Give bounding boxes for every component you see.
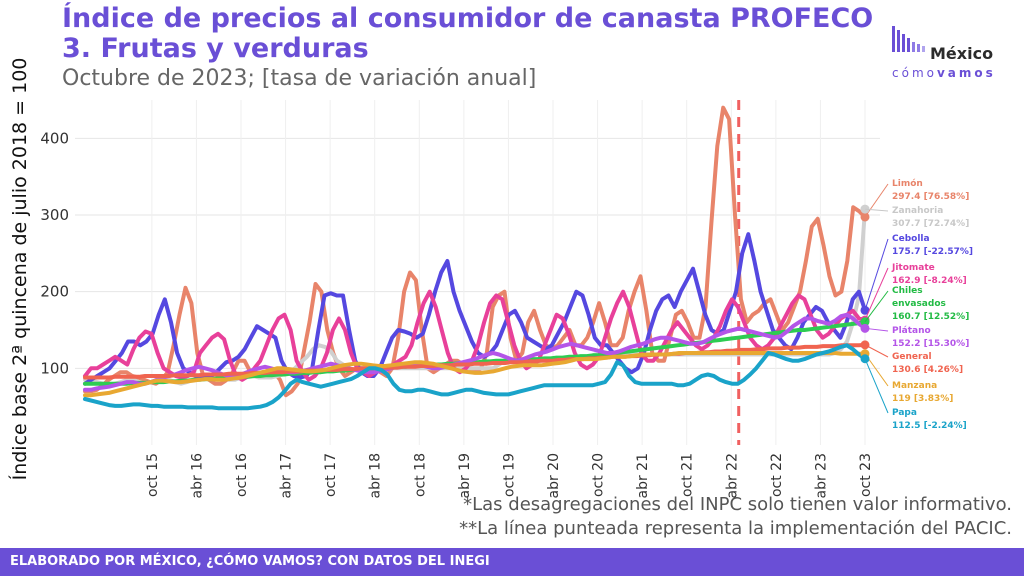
x-tick-label: abr 20: [546, 453, 562, 499]
x-tick-label: oct 19: [501, 453, 517, 497]
x-tick-label: oct 17: [323, 453, 339, 497]
logo-subtitle: cómovamos: [892, 66, 996, 80]
series-line-general: [83, 342, 867, 380]
series-label-cebolla: Cebolla 175.7 [-22.57%]: [892, 234, 974, 257]
label-leader-limon: [864, 183, 889, 218]
y-tick-label: 100: [40, 359, 69, 377]
x-tick-label: oct 23: [858, 453, 874, 497]
series-label-chiles-envasados: Chiles envasados 160.7 [12.52%]: [892, 286, 970, 322]
series-label-limon: Limón 297.4 [76.58%]: [892, 179, 970, 202]
x-tick-label: abr 18: [368, 453, 384, 499]
footnote-2: **La línea punteada representa la implem…: [459, 518, 1012, 539]
logo-name: México: [930, 44, 994, 63]
series-label-general: General 130.6 [4.26%]: [892, 352, 964, 375]
series-line-jitomate: [83, 289, 867, 382]
series-line-platano: [83, 312, 867, 392]
x-tick-label: oct 22: [769, 453, 785, 497]
y-tick-label: 400: [40, 129, 69, 147]
y-tick-label: 300: [40, 206, 69, 224]
series-label-manzana: Manzana 119 [3.83%]: [892, 381, 954, 404]
label-leader-chiles-envasados: [864, 290, 889, 323]
footer-bar: ELABORADO POR MÉXICO, ¿CÓMO VAMOS? CON D…: [0, 548, 1024, 576]
label-leader-platano: [864, 327, 889, 332]
chart-title-line2: 3. Frutas y verduras: [62, 33, 369, 64]
x-tick-label: abr 23: [813, 453, 829, 499]
x-tick-label: abr 16: [189, 453, 205, 499]
series-line-manzana: [83, 351, 867, 398]
label-leader-jitomate: [864, 267, 889, 321]
x-tick-label: abr 22: [724, 453, 740, 499]
label-leader-papa: [864, 358, 889, 414]
x-tick-label: oct 16: [234, 453, 250, 497]
x-tick-label: oct 20: [591, 453, 607, 497]
x-tick-label: oct 18: [412, 453, 428, 497]
x-tick-label: oct 21: [680, 453, 696, 497]
footer-text: ELABORADO POR MÉXICO, ¿CÓMO VAMOS? CON D…: [10, 554, 490, 569]
series-label-zanahoria: Zanahoria 307.7 [72.74%]: [892, 206, 970, 229]
series-label-jitomate: Jitomate 162.9 [-8.24%]: [892, 263, 967, 286]
label-leader-general: [864, 344, 889, 358]
chart-subtitle: Octubre de 2023; [tasa de variación anua…: [62, 66, 537, 91]
label-leader-cebolla: [864, 238, 889, 311]
x-tick-label: oct 15: [145, 453, 161, 497]
footnote-1: *Las desagregaciones del INPC solo tiene…: [463, 494, 1012, 515]
x-tick-label: abr 17: [279, 453, 295, 499]
y-tick-label: 200: [40, 283, 69, 301]
chart-title-line1: Índice de precios al consumidor de canas…: [62, 3, 874, 34]
series-label-papa: Papa 112.5 [-2.24%]: [892, 408, 967, 431]
x-tick-label: abr 21: [635, 453, 651, 499]
series-line-papa: [83, 343, 867, 411]
label-leader-zanahoria: [864, 208, 889, 212]
logo-bars-icon: [892, 26, 925, 52]
x-tick-label: abr 19: [457, 453, 473, 499]
series-label-platano: Plátano 152.2 [15.30%]: [892, 326, 970, 349]
